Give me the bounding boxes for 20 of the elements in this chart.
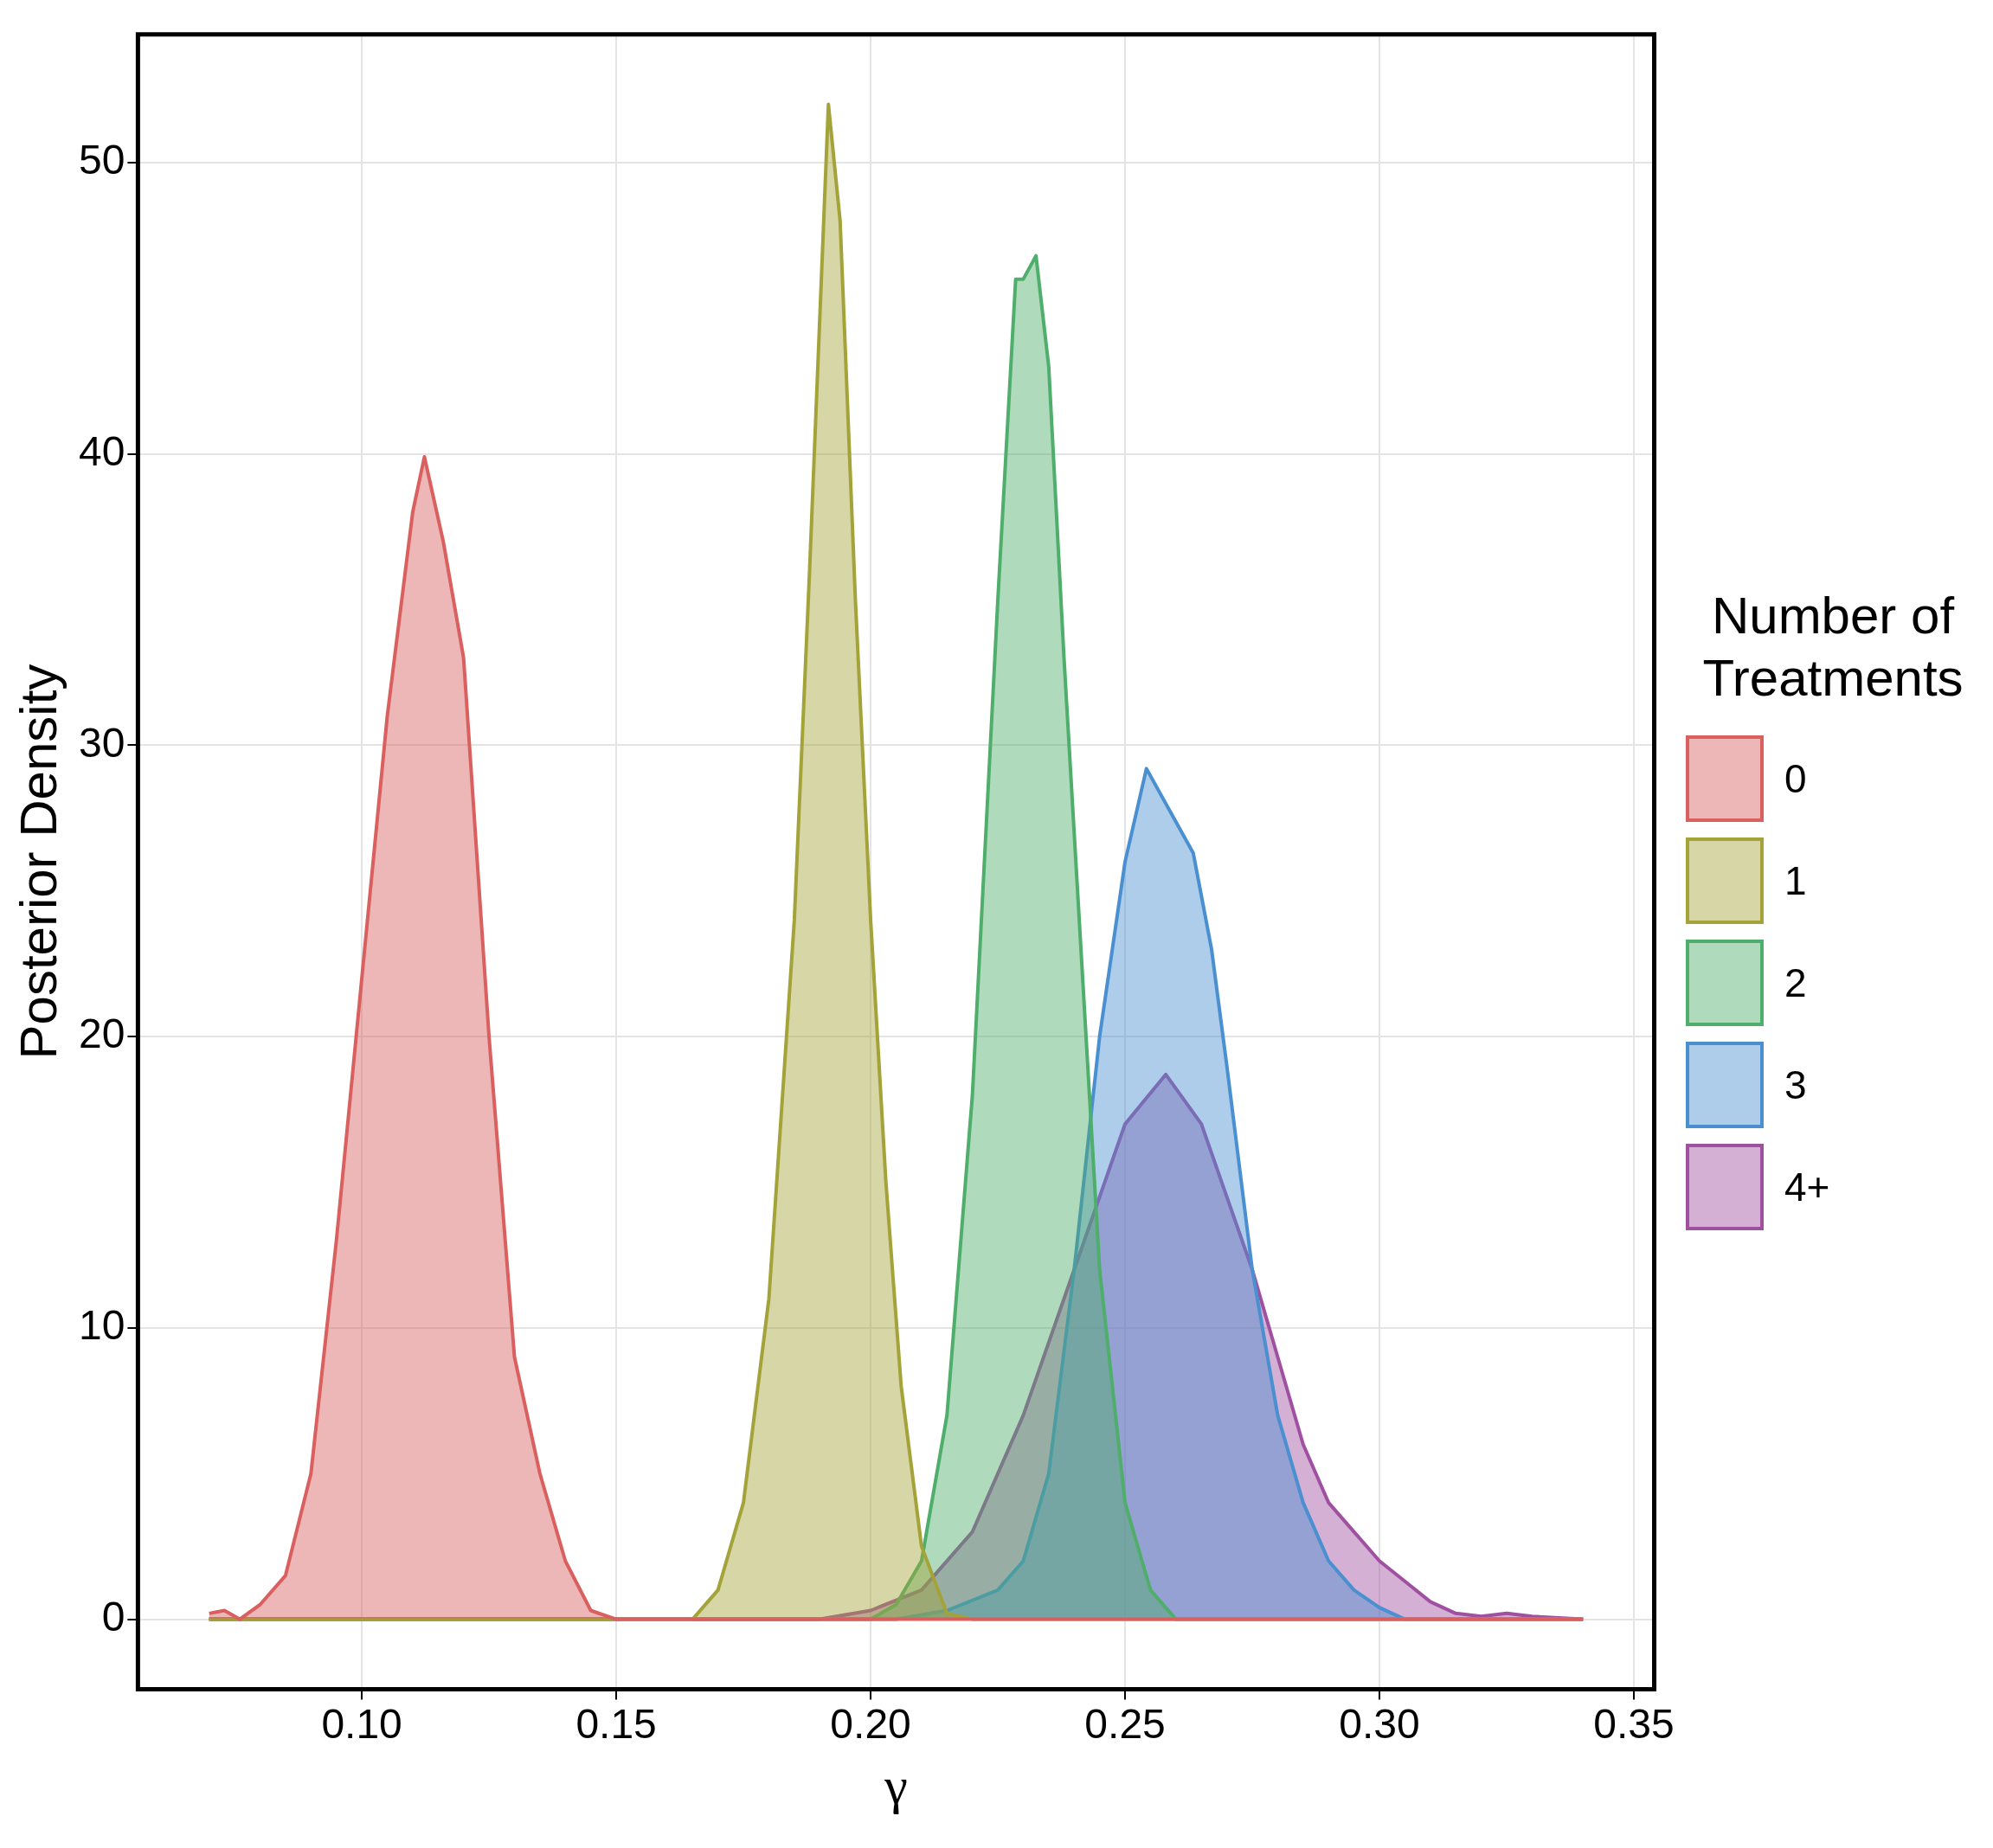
legend-label: 3 — [1784, 1062, 1807, 1108]
x-tick-label: 0.10 — [321, 1701, 402, 1748]
x-tick-label: 0.15 — [575, 1701, 657, 1748]
x-axis-title: γ — [884, 1756, 908, 1814]
y-tick-label: 30 — [79, 719, 125, 766]
legend-label: 1 — [1784, 857, 1807, 904]
legend-label: 0 — [1784, 755, 1807, 802]
x-tick-label: 0.20 — [830, 1701, 911, 1748]
legend-label: 2 — [1784, 959, 1807, 1006]
legend-title: Number of Treatments — [1701, 586, 1964, 709]
y-tick-label: 10 — [79, 1302, 125, 1349]
y-tick-label: 40 — [79, 427, 125, 474]
x-tick-label: 0.35 — [1593, 1701, 1675, 1748]
y-tick-label: 20 — [79, 1011, 125, 1057]
x-tick-label: 0.25 — [1084, 1701, 1166, 1748]
x-tick-label: 0.30 — [1339, 1701, 1420, 1748]
y-tick-label: 50 — [79, 137, 125, 183]
y-axis-title: Posterior Density — [9, 664, 68, 1060]
legend-label: 4+ — [1784, 1164, 1830, 1210]
y-tick-label: 0 — [101, 1593, 125, 1639]
